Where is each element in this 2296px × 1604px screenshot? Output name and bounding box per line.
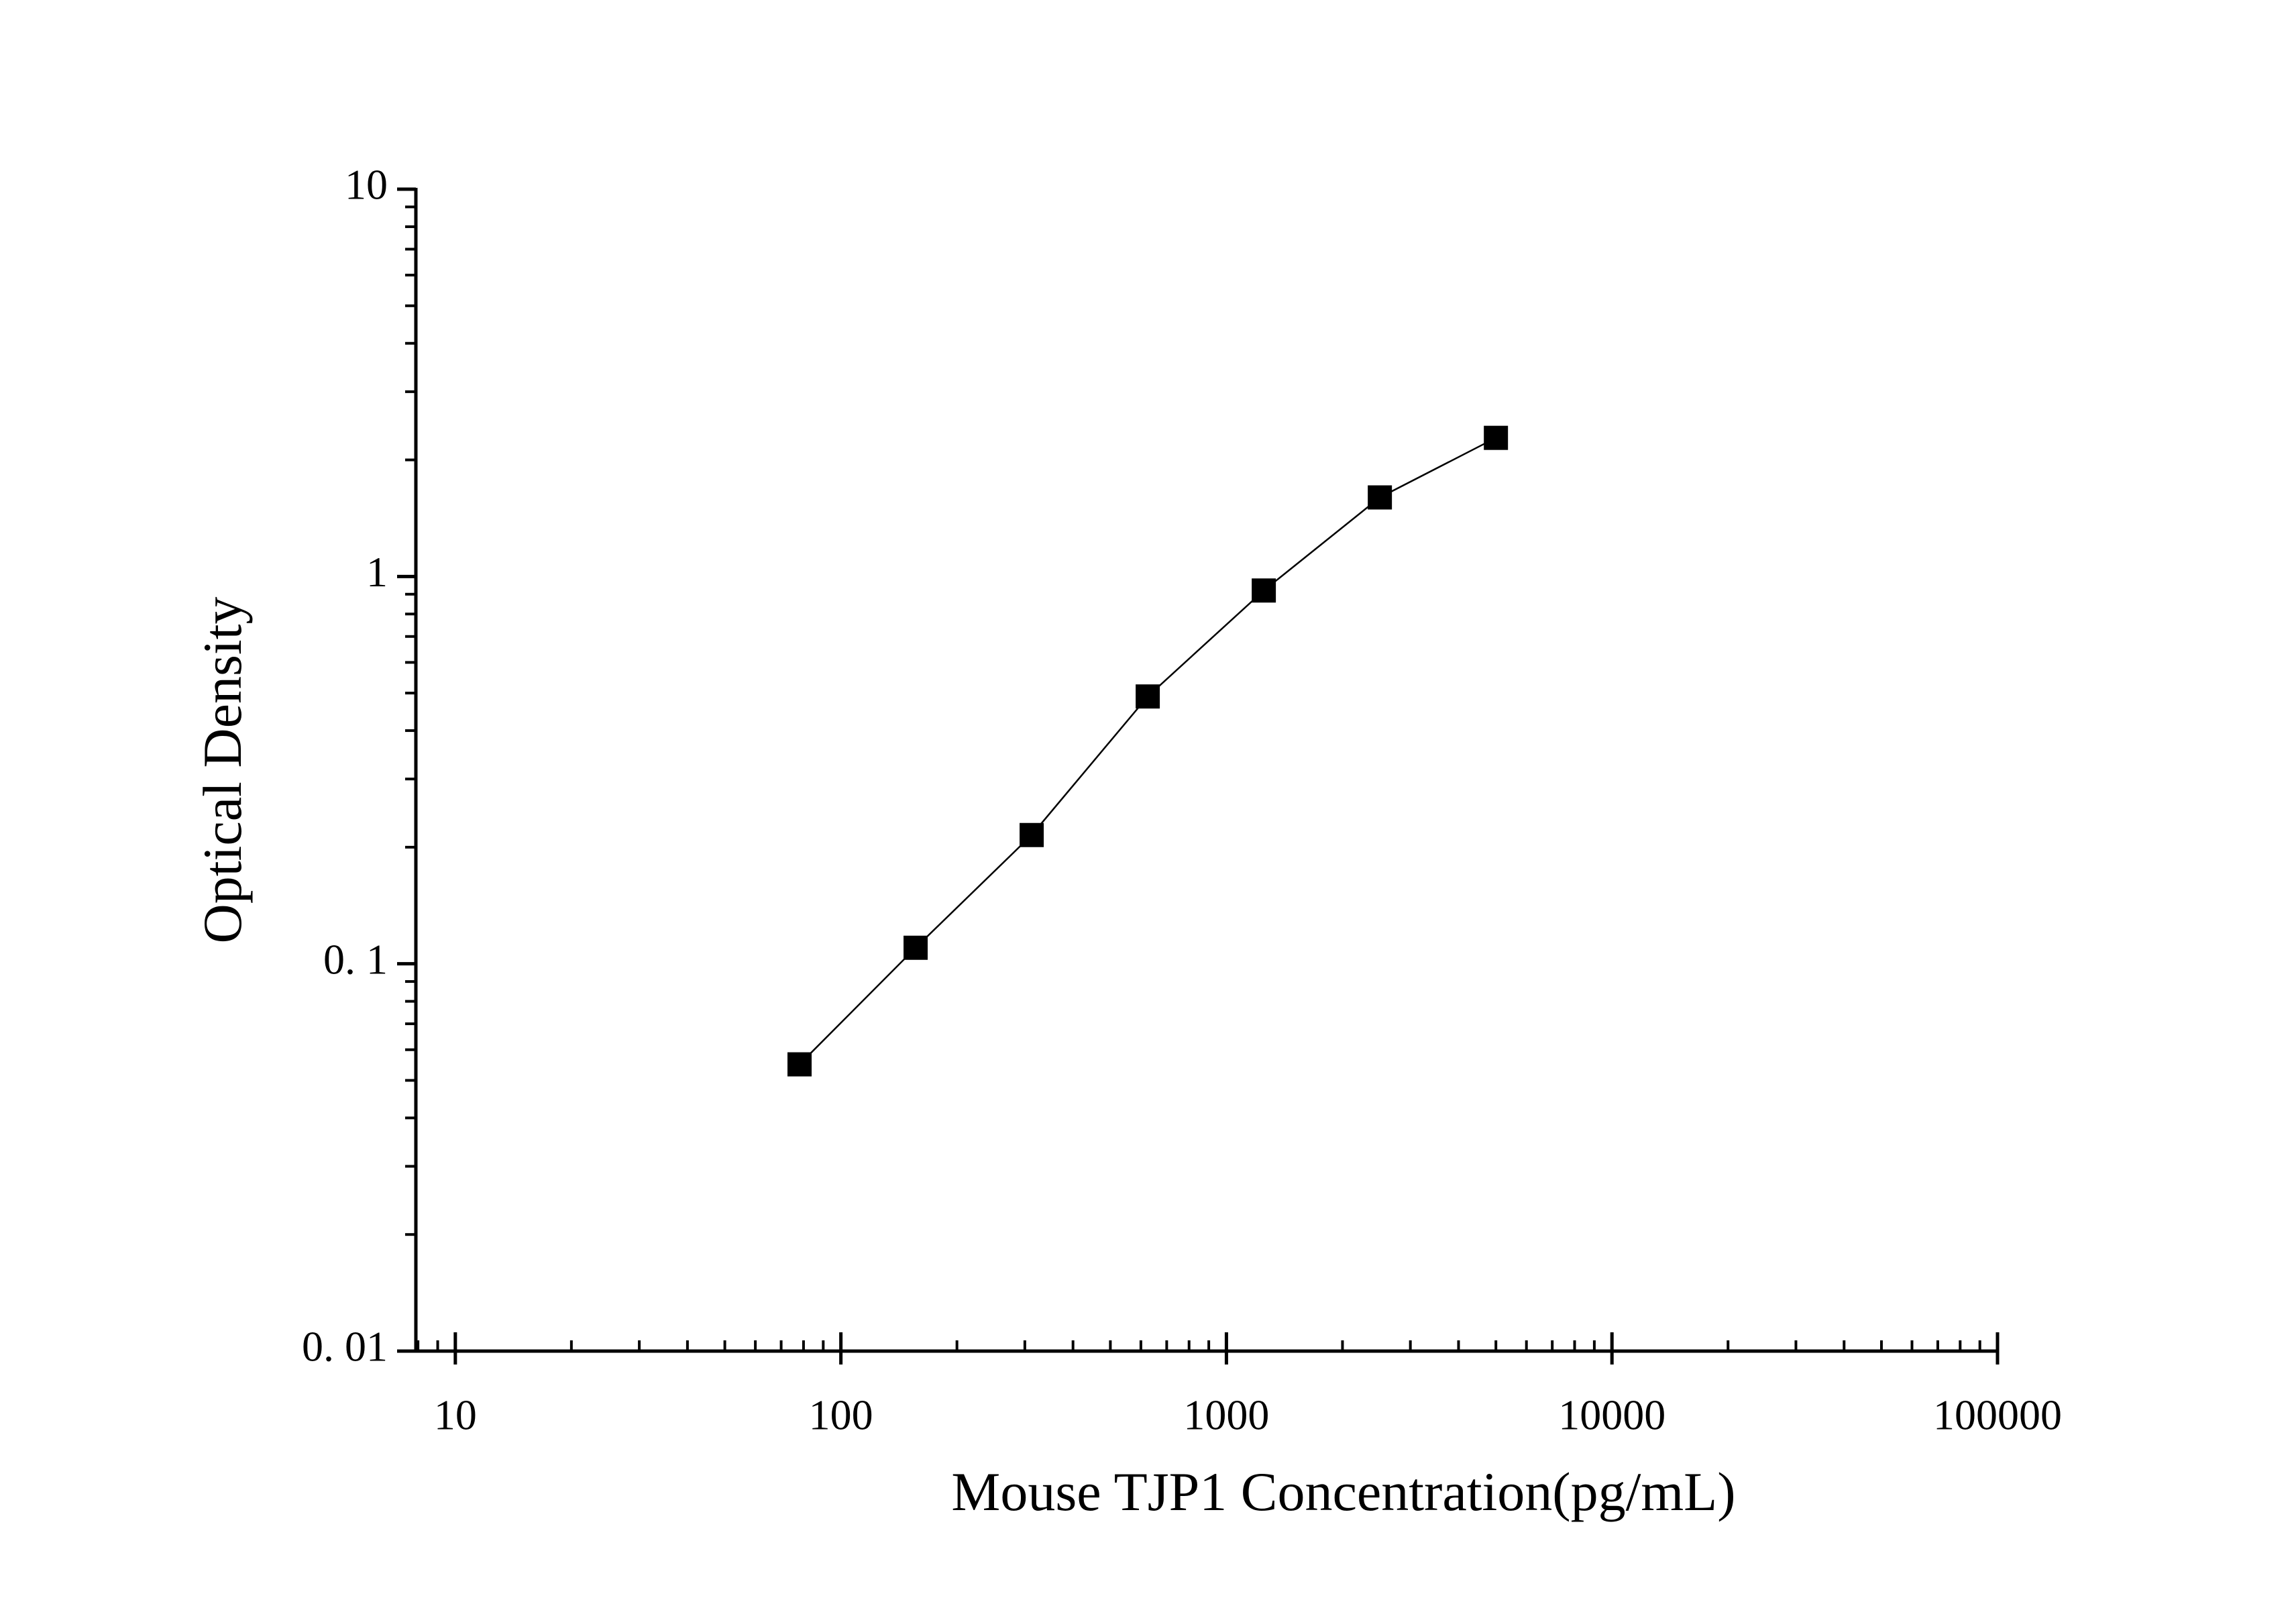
x-tick-label: 100 <box>809 1391 873 1439</box>
x-tick-label: 10 <box>434 1391 477 1439</box>
data-point <box>1136 684 1160 709</box>
y-axis-label: Optical Density <box>192 597 253 944</box>
data-point <box>787 1052 812 1077</box>
x-tick-label: 100000 <box>1933 1391 2062 1439</box>
data-point <box>1252 578 1276 603</box>
y-tick-label: 10 <box>345 161 388 209</box>
data-point <box>904 935 928 960</box>
data-point <box>1484 425 1509 450</box>
data-point <box>1020 822 1044 847</box>
data-point <box>1368 485 1392 510</box>
x-tick-label: 1000 <box>1183 1391 1269 1439</box>
y-tick-label: 0. 01 <box>302 1323 388 1371</box>
x-axis-label: Mouse TJP1 Concentration(pg/mL) <box>951 1461 1735 1522</box>
x-tick-label: 10000 <box>1558 1391 1665 1439</box>
y-tick-label: 1 <box>366 548 388 596</box>
y-tick-label: 0. 1 <box>323 935 388 983</box>
